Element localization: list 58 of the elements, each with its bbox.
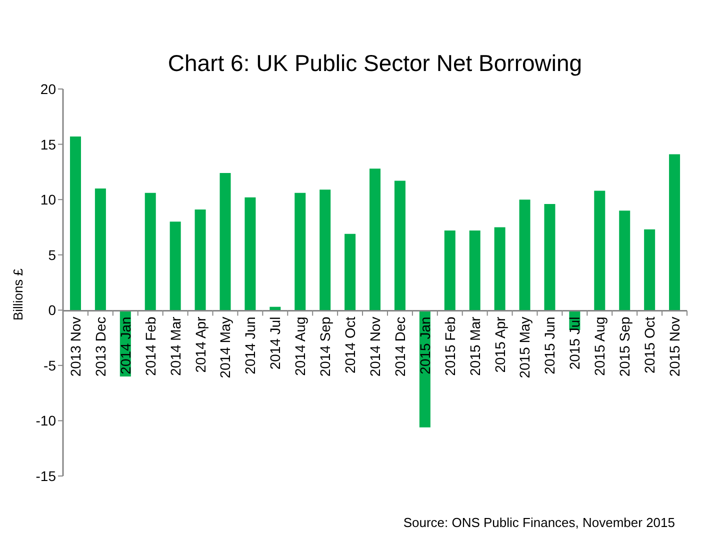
x-tick-label: 2015 Feb [442, 316, 458, 376]
bar [469, 230, 480, 310]
x-tick-label: 2014 Feb [142, 316, 158, 376]
bar [170, 222, 181, 310]
x-tick-label: 2014 Jun [242, 316, 258, 374]
x-tick-label: 2015 Oct [642, 316, 658, 374]
x-tick-label: 2014 May [217, 316, 234, 378]
y-tick-label: 5 [48, 246, 56, 263]
bar [244, 197, 256, 310]
bar [144, 192, 156, 310]
bar [669, 154, 680, 310]
chart-title: Chart 6: UK Public Sector Net Borrowing [166, 50, 584, 77]
y-tick-label: 10 [40, 192, 56, 208]
x-tick-label: 2014 Sep [317, 316, 334, 377]
y-tick-label: -15 [36, 468, 56, 484]
x-tick-label: 2014 Oct [342, 316, 358, 374]
bar [220, 173, 231, 310]
bar [594, 190, 606, 310]
bar [370, 168, 381, 310]
bar [394, 180, 406, 310]
x-tick-label: 2014 Apr [192, 316, 208, 373]
x-tick-label: 2014 Jan [117, 316, 134, 374]
x-tick-label: 2014 Mar [167, 316, 184, 376]
bar [320, 190, 331, 310]
x-tick-label: 2015 Aug [592, 316, 608, 376]
bar [70, 136, 81, 310]
x-tick-label: 2015 May [516, 316, 533, 378]
y-tick-label: 20 [40, 80, 56, 97]
x-tick-label: 2015 Jan [416, 316, 433, 374]
bar [494, 227, 506, 310]
x-tick-label: 2014 Nov [367, 316, 383, 377]
bar [194, 210, 206, 310]
bar [294, 192, 306, 310]
y-tick-label: -10 [36, 412, 56, 429]
bar [270, 306, 281, 310]
bar [94, 188, 106, 310]
x-tick-label: 2015 Sep [616, 316, 633, 377]
source-note: Source: ONS Public Finances, November 2015 [403, 515, 675, 530]
x-tick-label: 2014 Dec [392, 316, 408, 377]
y-axis-title: Billions £ [10, 267, 26, 322]
bar [544, 204, 556, 310]
bar [644, 229, 656, 310]
x-tick-label: 2015 Apr [492, 316, 508, 373]
x-tick-label: 2013 Nov [67, 316, 84, 377]
x-tick-label: 2015 Jul [566, 316, 583, 370]
bar [619, 210, 630, 310]
y-tick-label: -5 [44, 357, 56, 374]
x-tick-label: 2015 Jun [542, 316, 558, 374]
bar [444, 230, 456, 310]
x-tick-label: 2014 Aug [292, 316, 308, 376]
x-tick-label: 2015 Nov [666, 316, 683, 377]
x-tick-label: 2015 Mar [466, 316, 483, 376]
y-tick-label: 0 [48, 302, 56, 318]
y-tick-label: 15 [40, 136, 56, 152]
bar [519, 200, 530, 310]
x-tick-label: 2014 Jul [267, 316, 284, 370]
x-tick-label: 2013 Dec [92, 316, 108, 377]
bar [344, 234, 356, 310]
